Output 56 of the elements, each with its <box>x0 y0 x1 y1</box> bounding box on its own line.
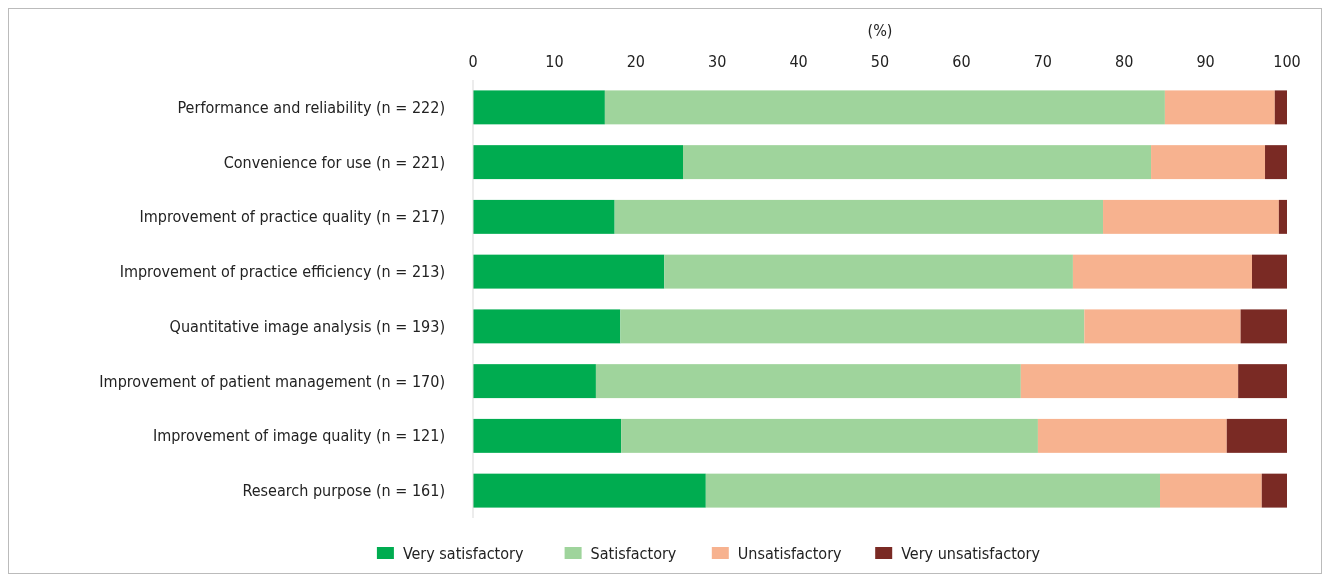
bar <box>664 254 1073 289</box>
bar <box>620 309 1085 344</box>
x-tick-label: 20 <box>626 52 645 71</box>
bar <box>1240 309 1287 344</box>
bar <box>1261 473 1287 508</box>
bar <box>1084 309 1241 344</box>
bar <box>473 364 596 399</box>
bar <box>1278 199 1287 234</box>
legend-label: Very satisfactory <box>402 543 524 563</box>
bar <box>473 473 706 508</box>
y-tick-label: Performance and reliability (n = 222) <box>177 97 445 117</box>
bar <box>705 473 1161 508</box>
bar <box>473 418 622 453</box>
bar <box>473 145 684 180</box>
bar <box>1151 145 1266 180</box>
legend-label: Satisfactory <box>590 543 677 563</box>
bar <box>1020 364 1239 399</box>
y-tick-label: Improvement of patient management (n = 170) <box>99 371 445 391</box>
x-tick-label: 60 <box>952 52 971 71</box>
bar <box>1160 473 1262 508</box>
bar <box>1037 418 1227 453</box>
bar <box>1164 90 1275 125</box>
bar <box>621 418 1038 453</box>
x-tick-label: 80 <box>1115 52 1134 71</box>
x-tick-label: 100 <box>1273 52 1301 71</box>
y-tick-label: Convenience for use (n = 221) <box>223 152 445 172</box>
y-tick-label: Research purpose (n = 161) <box>242 481 445 501</box>
x-tick-label: 0 <box>468 52 478 71</box>
legend-label: Unsatisfactory <box>737 543 843 563</box>
x-tick-label: 30 <box>708 52 727 71</box>
x-tick-label: 40 <box>789 52 808 71</box>
y-tick-label: Quantitative image analysis (n = 193) <box>169 316 445 336</box>
x-tick-label: 10 <box>545 52 564 71</box>
y-tick-label: Improvement of practice efficiency (n = 213) <box>119 262 445 282</box>
x-axis-title: (%) <box>867 21 893 40</box>
bar <box>1274 90 1287 125</box>
bar <box>1103 199 1279 234</box>
bar <box>1226 418 1287 453</box>
bar <box>595 364 1021 399</box>
bar <box>473 254 665 289</box>
x-tick-label: 90 <box>1196 52 1215 71</box>
y-tick-label: Improvement of image quality (n = 121) <box>152 426 445 446</box>
bar <box>473 199 615 234</box>
bar <box>1265 145 1287 180</box>
legend-label: Very unsatisfactory <box>901 543 1041 563</box>
bar <box>604 90 1165 125</box>
x-tick-label: 70 <box>1033 52 1052 71</box>
bar <box>1072 254 1252 289</box>
x-tick-label: 50 <box>870 52 890 71</box>
y-tick-label: Improvement of practice quality (n = 217) <box>139 207 445 227</box>
bar <box>683 145 1152 180</box>
bar <box>473 309 621 344</box>
bar <box>614 199 1104 234</box>
bar <box>1238 364 1287 399</box>
bar <box>1252 254 1287 289</box>
bar <box>473 90 605 125</box>
